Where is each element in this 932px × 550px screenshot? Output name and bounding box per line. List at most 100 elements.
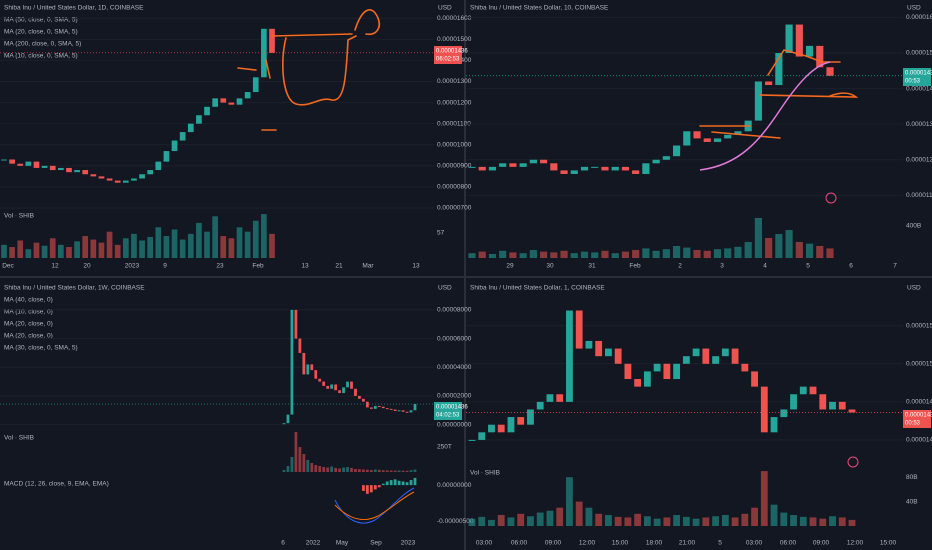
candle [478, 432, 486, 440]
candle [306, 364, 310, 375]
candle [365, 401, 369, 408]
x-tick-label: 03:00 [746, 540, 763, 547]
indicator-legend: MA (10, close, 0) [4, 309, 53, 316]
candle [829, 401, 836, 410]
volume-bar [591, 252, 599, 258]
candle [519, 163, 527, 167]
candle [302, 352, 306, 375]
volume-bar [389, 470, 393, 472]
x-tick-label: 2023 [401, 540, 416, 547]
volume-bar [405, 470, 409, 472]
x-tick-label: 09:00 [813, 540, 830, 547]
drawing [271, 33, 357, 106]
volume-bar [381, 470, 385, 472]
x-tick-label: May [336, 540, 349, 547]
volume-bar [682, 516, 690, 526]
candle [330, 384, 334, 389]
candle [683, 131, 691, 146]
candle [405, 411, 409, 413]
volume-bar [286, 466, 290, 472]
x-tick-label: 09:00 [545, 540, 562, 547]
y-tick-label: 0.00001100 [906, 192, 932, 199]
volume-bar [74, 241, 80, 258]
x-tick-label: 5 [806, 263, 810, 270]
price-box-countdown: 04:02:53 [436, 413, 460, 419]
candle [785, 24, 793, 54]
x-tick-label: 6 [849, 263, 853, 270]
price-box-price: 0.00001436 [905, 71, 932, 77]
volume-bar [488, 519, 495, 526]
candle [314, 370, 318, 379]
volume-label: Vol · SHIB [4, 435, 34, 442]
volume-bar [98, 242, 105, 258]
volume-bar [595, 513, 603, 526]
x-tick-label: 18:00 [646, 540, 663, 547]
volume-bar [731, 517, 739, 526]
volume-bar [468, 253, 476, 258]
candle [509, 163, 517, 167]
price-box [903, 68, 931, 86]
drawings [237, 9, 859, 468]
volume-bar [58, 244, 64, 258]
volume-bar [509, 252, 517, 258]
axis-unit: USD [438, 285, 452, 292]
volume-bar [519, 253, 527, 258]
x-tick-label: 13 [412, 263, 420, 270]
volume-bar [550, 252, 558, 258]
volume-bar [829, 516, 836, 526]
volume-bar [354, 469, 357, 472]
volume-bar [760, 471, 768, 526]
volume-bar [634, 513, 642, 526]
candle [605, 348, 612, 357]
candle [212, 98, 218, 107]
macd-histogram-bar [377, 485, 381, 488]
x-tick-label: 03:00 [476, 540, 493, 547]
volume-bar [580, 251, 589, 258]
volume-bar [673, 515, 681, 526]
volume-bar [187, 233, 194, 258]
candle [49, 165, 56, 171]
candle [286, 414, 290, 424]
price-box-price: 0.00001436 [436, 405, 468, 411]
volume-bar [244, 231, 251, 258]
candle [580, 166, 589, 171]
volume-bar [413, 469, 417, 472]
volume-bar [171, 229, 178, 258]
indicator-legend: MA (20, close, 0) [4, 333, 53, 340]
volume-bar [252, 220, 259, 258]
x-tick-label: 15:00 [612, 540, 629, 547]
volume-bar [826, 248, 834, 258]
candle [294, 309, 298, 339]
candle [642, 163, 650, 174]
candle [163, 151, 170, 162]
price-box-countdown: 00:53 [905, 79, 921, 85]
candle [369, 407, 373, 409]
candle [692, 348, 700, 357]
volume-bar [575, 501, 583, 526]
volume-bar [66, 247, 72, 258]
x-tick-label: 31 [588, 263, 596, 270]
volume-bar [478, 516, 486, 526]
candle [106, 178, 113, 181]
volume-bar [269, 233, 275, 258]
candle [377, 405, 381, 407]
candle [252, 77, 259, 93]
signal-line [334, 491, 415, 520]
candle [171, 140, 178, 152]
y-tick-label: 0.00006000 [437, 335, 472, 342]
candle [703, 138, 711, 142]
volume-bar [652, 250, 660, 258]
candle [98, 176, 105, 179]
volume-bar [393, 470, 397, 472]
volume-bar [468, 518, 476, 526]
x-tick-label: 06:00 [780, 540, 797, 547]
candle [672, 145, 681, 157]
macd-histogram-bar [413, 477, 417, 486]
candle [220, 98, 227, 103]
x-tick-label: 6 [281, 540, 285, 547]
macd-histogram-bar [389, 480, 393, 486]
candle [799, 386, 807, 395]
panel-title: Shiba Inu / United States Dollar, 1D, CO… [4, 5, 144, 12]
candle [290, 309, 294, 415]
